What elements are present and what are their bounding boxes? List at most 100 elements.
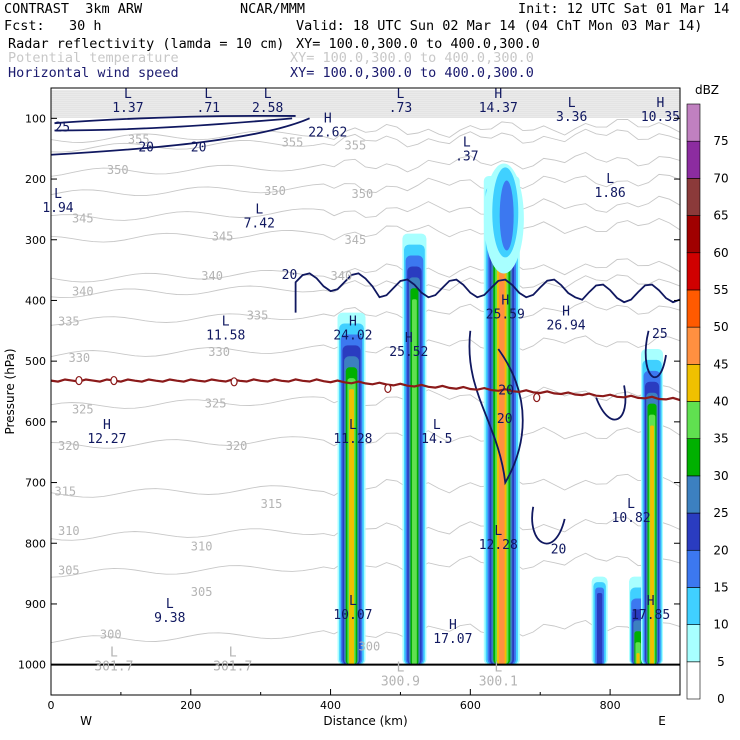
- y-tick-label: 900: [25, 598, 46, 611]
- field-theta-xy: XY= 100.0,300.0 to 400.0,300.0: [290, 50, 534, 66]
- theta-contour-line: [50, 300, 681, 326]
- theta-contour-line: [50, 258, 681, 283]
- extremum-type: H: [647, 594, 655, 609]
- freezing-level-label: [384, 383, 392, 394]
- extremum-type: L: [463, 136, 471, 151]
- wind-label: 20: [138, 140, 154, 155]
- wind-label: 20: [551, 542, 567, 557]
- theta-label: 310: [58, 524, 80, 538]
- extremum-value: 11.28: [333, 432, 372, 447]
- colorbar-swatch: [686, 587, 701, 625]
- theta-label: 330: [68, 351, 90, 365]
- colorbar-swatch: [686, 438, 701, 477]
- colorbar: dBZ 0 5 10 15 20 25 30 35 40 45 50 55 60 65 70 75: [686, 83, 729, 706]
- extremum-type: L: [433, 418, 441, 433]
- theta-label: 330: [208, 345, 230, 359]
- colorbar-label: 0: [717, 692, 725, 706]
- extremum-value: 26.94: [547, 318, 586, 333]
- extremum-type: L: [627, 497, 635, 512]
- colorbar-swatch: [686, 364, 701, 402]
- y-tick-label: 300: [25, 234, 46, 247]
- extremum-value: 10.35: [641, 110, 680, 125]
- colorbar-label: 10: [713, 618, 728, 632]
- plot-frame: [50, 87, 681, 696]
- theta-label: 315: [261, 497, 283, 511]
- theta-label: 340: [201, 269, 223, 283]
- reflectivity-anvil: [499, 180, 514, 251]
- extremum-marker: H24.02: [333, 315, 372, 344]
- extremum-type: H: [562, 304, 570, 319]
- wind-contour-line: [531, 506, 566, 545]
- colorbar-swatch: [686, 215, 701, 254]
- extremum-type: L: [54, 187, 62, 202]
- theta-label: 335: [247, 309, 269, 323]
- extremum-type: H: [501, 293, 509, 308]
- extremum-marker: L.37: [455, 136, 478, 165]
- extremum-type: L: [229, 646, 237, 661]
- colorbar-label: 75: [713, 134, 728, 148]
- header-init: Init: 12 UTC Sat 01 Mar 14: [518, 1, 730, 17]
- theta-contour-line: [50, 118, 681, 143]
- colorbar-swatch: [686, 512, 701, 551]
- extremum-type: H: [494, 87, 502, 102]
- x-tick-label: 0: [48, 699, 55, 712]
- wind-contours: [50, 114, 681, 545]
- reflectivity-band: [349, 389, 354, 665]
- freezing-level-label: [230, 377, 238, 387]
- theta-label: 300: [100, 627, 122, 641]
- extremum-value: 301.7: [94, 660, 133, 675]
- theta-contour-line: [50, 274, 681, 299]
- extremum-value: 3.36: [556, 110, 587, 125]
- x-tick-label: 200: [180, 699, 201, 712]
- y-tick-label: 200: [25, 173, 46, 186]
- extremum-value: 1.37: [112, 101, 143, 116]
- extremum-type: L: [255, 202, 263, 217]
- extremum-marker: L12.28: [479, 524, 518, 553]
- theta-label: 310: [191, 539, 213, 553]
- extremum-marker: L11.58: [206, 315, 245, 344]
- extremum-marker: L1.94: [42, 187, 73, 216]
- extremum-type: H: [103, 418, 111, 433]
- extremum-type: L: [494, 661, 502, 676]
- extremum-value: 1.86: [594, 186, 625, 201]
- theta-label: 340: [331, 269, 353, 283]
- colorbar-label: 35: [713, 432, 728, 446]
- extremum-value: 2.58: [252, 101, 283, 116]
- extremum-type: H: [449, 618, 457, 633]
- extremum-value: 25.59: [486, 307, 525, 322]
- colorbar-swatch: [686, 178, 701, 216]
- extremum-type: H: [349, 315, 357, 330]
- theta-label: 345: [345, 233, 367, 247]
- field-wind-xy: XY= 100.0,300.0 to 400.0,300.0: [290, 65, 534, 81]
- colorbar-swatch: [686, 289, 701, 328]
- freezing-level-label: [533, 392, 541, 403]
- theta-label: 315: [54, 485, 76, 499]
- wind-label: 20: [498, 383, 514, 398]
- wind-contour-line: [468, 330, 524, 486]
- extremum-marker: L11.28: [333, 418, 372, 447]
- colorbar-label: 65: [713, 209, 728, 223]
- extremum-type: H: [405, 331, 413, 346]
- colorbar-swatch: [686, 624, 701, 663]
- extremum-type: L: [568, 96, 576, 111]
- colorbar-label: 55: [713, 283, 728, 297]
- colorbar-swatch: [686, 401, 701, 439]
- reflectivity-band: [650, 425, 654, 665]
- wind-contour-line: [54, 114, 296, 125]
- extremum-marker: L14.5: [421, 418, 452, 447]
- colorbar-swatch: [686, 661, 701, 700]
- extremum-type: H: [657, 96, 665, 111]
- colorbar-label: 70: [713, 171, 728, 185]
- reflectivity-columns: [337, 163, 664, 665]
- extremum-value: 300.1: [479, 675, 518, 690]
- colorbar-swatch: [686, 103, 701, 142]
- y-tick-label: 800: [25, 537, 46, 550]
- theta-contour-line: [50, 173, 681, 197]
- theta-label: 345: [72, 212, 94, 226]
- colorbar-label: 30: [713, 469, 728, 483]
- extremum-type: L: [204, 87, 212, 102]
- extremum-type: L: [110, 646, 118, 661]
- x-end-label-west: W: [80, 714, 92, 728]
